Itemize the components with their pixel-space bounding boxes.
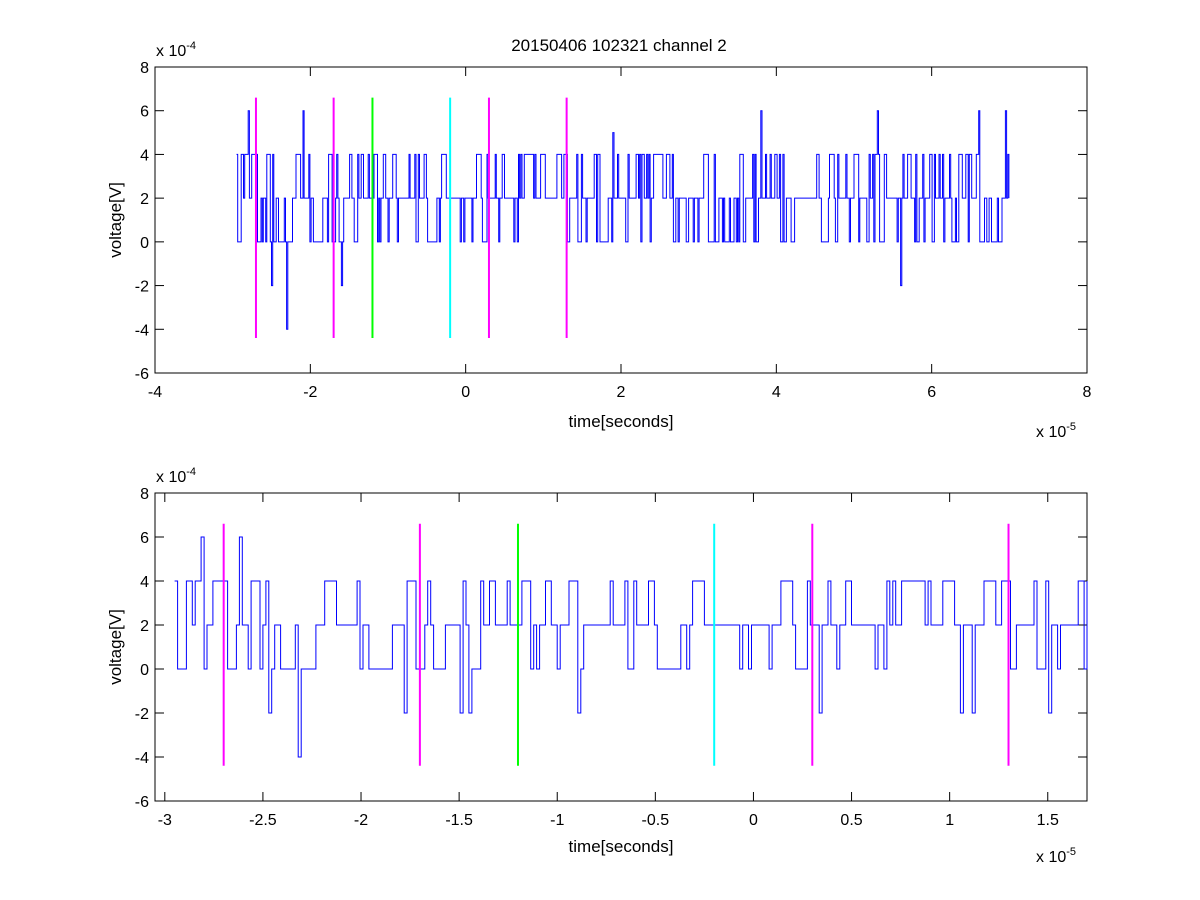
x-tick-label: 6 [927,384,936,401]
bottom-y-mult-base: x 10 [156,469,186,486]
y-tick-label: -4 [135,750,149,767]
y-tick-label: -2 [135,706,149,723]
y-tick-label: 4 [140,574,149,591]
y-tick-label: 2 [140,191,149,208]
top-x-multiplier: x 10-5 [1036,421,1076,441]
voltage-trace [236,110,1010,330]
top-y-multiplier: x 10-4 [156,40,196,60]
top-y-mult-base: x 10 [156,43,186,60]
bottom-x-mult-exp: -5 [1066,846,1076,858]
bottom-y-mult-exp: -4 [186,466,196,478]
x-tick-label: -2 [303,384,317,401]
bottom-y-multiplier: x 10-4 [156,466,196,486]
y-tick-label: -4 [135,322,149,339]
y-tick-label: 6 [140,530,149,547]
x-tick-label: 4 [772,384,781,401]
bottom-axes-box [154,492,1088,802]
x-tick-label: 2 [617,384,626,401]
x-tick-label: -1.5 [445,812,473,829]
x-tick-label: 8 [1083,384,1092,401]
y-tick-label: 2 [140,618,149,635]
bottom-markers [222,523,1010,766]
y-tick-label: -6 [135,794,149,811]
y-tick-label: 0 [140,662,149,679]
top-x-mult-base: x 10 [1036,424,1066,441]
bottom-x-mult-base: x 10 [1036,849,1066,866]
x-tick-label: 0 [461,384,470,401]
x-tick-label: -4 [148,384,162,401]
y-tick-label: 4 [140,147,149,164]
x-tick-label: -1 [550,812,564,829]
x-tick-label: -2.5 [249,812,277,829]
top-y-mult-exp: -4 [186,40,196,52]
bottom-x-multiplier: x 10-5 [1036,846,1076,866]
voltage-trace [174,536,1088,758]
x-tick-label: -0.5 [642,812,670,829]
y-tick-label: 0 [140,235,149,252]
bottom-subplot: -3 -2.5 -2 -1.5 -1 -0.5 0 0.5 1 1.5 -6 -4 -2 0 2 4 6 8 ti… [106,466,1088,866]
top-markers [254,97,568,339]
y-tick-label: 8 [140,486,149,503]
x-tick-label: -3 [158,812,172,829]
x-tick-label: 1 [945,812,954,829]
y-tick-label: -2 [135,279,149,296]
y-tick-label: -6 [135,366,149,383]
bottom-ticks: -3 -2.5 -2 -1.5 -1 -0.5 0 0.5 1 1.5 -6 -4 -2 0 2 4 6 8 [135,486,1087,829]
top-axes-box [154,66,1088,374]
x-tick-label: 0 [749,812,758,829]
bottom-ylabel: voltage[V] [106,609,125,685]
bottom-series [174,536,1088,758]
x-tick-label: 0.5 [840,812,862,829]
y-tick-label: 8 [140,60,149,77]
figure-title: 20150406 102321 channel 2 [511,36,727,55]
top-series [236,110,1010,330]
x-tick-label: 1.5 [1037,812,1059,829]
top-ylabel: voltage[V] [106,182,125,258]
bottom-xlabel: time[seconds] [569,837,674,856]
top-x-mult-exp: -5 [1066,421,1076,433]
x-tick-label: -2 [354,812,368,829]
y-tick-label: 6 [140,104,149,121]
top-xlabel: time[seconds] [569,412,674,431]
